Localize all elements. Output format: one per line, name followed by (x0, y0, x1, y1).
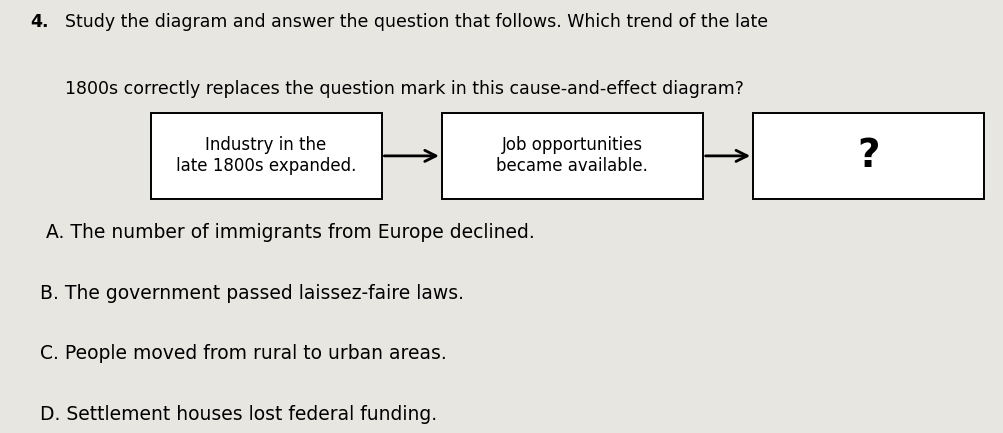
FancyBboxPatch shape (441, 113, 702, 199)
Text: 4.: 4. (30, 13, 48, 31)
Text: Industry in the
late 1800s expanded.: Industry in the late 1800s expanded. (176, 136, 356, 175)
Text: ?: ? (857, 137, 879, 175)
Text: Job opportunities
became available.: Job opportunities became available. (495, 136, 648, 175)
Text: D. Settlement houses lost federal funding.: D. Settlement houses lost federal fundin… (40, 405, 437, 424)
Text: C. People moved from rural to urban areas.: C. People moved from rural to urban area… (40, 344, 446, 363)
FancyBboxPatch shape (150, 113, 381, 199)
Text: A. The number of immigrants from Europe declined.: A. The number of immigrants from Europe … (40, 223, 535, 242)
Text: Study the diagram and answer the question that follows. Which trend of the late: Study the diagram and answer the questio… (65, 13, 767, 31)
FancyBboxPatch shape (752, 113, 983, 199)
Text: B. The government passed laissez-faire laws.: B. The government passed laissez-faire l… (40, 284, 463, 303)
Text: 1800s correctly replaces the question mark in this cause-and-effect diagram?: 1800s correctly replaces the question ma… (65, 80, 743, 98)
